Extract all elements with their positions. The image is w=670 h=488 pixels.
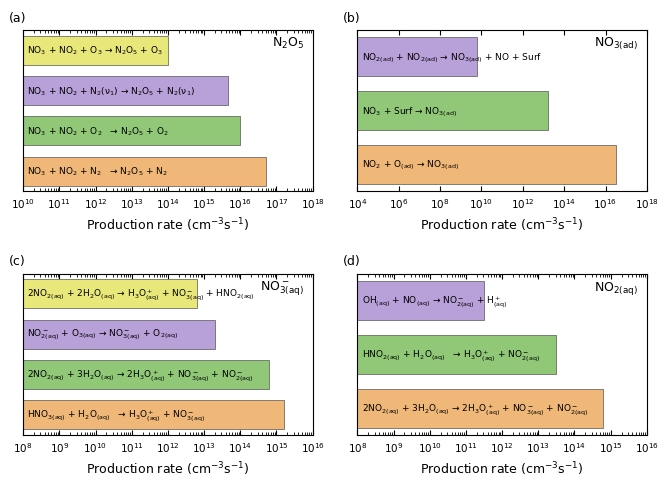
Bar (357, 335, 556, 374)
Text: (a): (a) (9, 12, 26, 24)
Bar (23, 77, 228, 106)
Text: N$_2$O$_5$: N$_2$O$_5$ (272, 36, 304, 51)
Bar (357, 92, 547, 131)
X-axis label: Production rate (cm$^{-3}$s$^{-1}$): Production rate (cm$^{-3}$s$^{-1}$) (86, 216, 249, 234)
Text: (b): (b) (343, 12, 360, 24)
Text: 2NO$_{2(aq)}$ + 2H$_2$O$_{(aq)}$ → H$_3$O$^+_{(aq)}$ + NO$^-_{3(aq)}$ + HNO$_{2(: 2NO$_{2(aq)}$ + 2H$_2$O$_{(aq)}$ → H$_3$… (27, 287, 255, 302)
Text: NO$^-_{3(aq)}$: NO$^-_{3(aq)}$ (260, 279, 304, 297)
Bar (23, 280, 197, 309)
Bar (23, 157, 265, 186)
X-axis label: Production rate (cm$^{-3}$s$^{-1}$): Production rate (cm$^{-3}$s$^{-1}$) (86, 459, 249, 477)
Text: OH$_{(aq)}$ + NO$_{(aq)}$ → NO$^-_{2(aq)}$ + H$^+_{(aq)}$: OH$_{(aq)}$ + NO$_{(aq)}$ → NO$^-_{2(aq)… (362, 294, 507, 308)
Text: NO$^-_{2(aq)}$ + O$_{3(aq)}$ → NO$^-_{3(aq)}$ + O$_{2(aq)}$: NO$^-_{2(aq)}$ + O$_{3(aq)}$ → NO$^-_{3(… (27, 327, 179, 342)
Bar (357, 282, 484, 320)
Text: NO$_2$ + O$_{(ad)}$ → NO$_{3(ad)}$: NO$_2$ + O$_{(ad)}$ → NO$_{3(ad)}$ (362, 158, 459, 172)
Text: NO$_3$ + NO$_2$ + N$_2$($\nu_1$) → N$_2$O$_5$ + N$_2$($\nu_1$): NO$_3$ + NO$_2$ + N$_2$($\nu_1$) → N$_2$… (27, 85, 196, 98)
Bar (23, 117, 241, 146)
Text: NO$_3$ + Surf → NO$_{3(ad)}$: NO$_3$ + Surf → NO$_{3(ad)}$ (362, 104, 457, 118)
X-axis label: Production rate (cm$^{-3}$s$^{-1}$): Production rate (cm$^{-3}$s$^{-1}$) (421, 216, 584, 234)
Bar (23, 37, 168, 65)
Text: (d): (d) (343, 255, 360, 268)
Bar (357, 146, 616, 184)
Bar (357, 39, 477, 77)
Text: NO$_3$ + NO$_2$ + O$_2$   → N$_2$O$_5$ + O$_2$: NO$_3$ + NO$_2$ + O$_2$ → N$_2$O$_5$ + O… (27, 125, 169, 138)
Bar (23, 320, 215, 349)
Text: 2NO$_{2(aq)}$ + 3H$_2$O$_{(aq)}$ → 2H$_3$O$^+_{(aq)}$ + NO$^-_{3(aq)}$ + NO$^-_{: 2NO$_{2(aq)}$ + 3H$_2$O$_{(aq)}$ → 2H$_3… (27, 367, 254, 382)
Bar (23, 360, 269, 389)
Text: NO$_{2(aq)}$: NO$_{2(aq)}$ (594, 279, 639, 296)
Text: NO$_{3(ad)}$: NO$_{3(ad)}$ (594, 36, 639, 52)
Text: 2NO$_{2(aq)}$ + 3H$_2$O$_{(aq)}$ → 2H$_3$O$^+_{(aq)}$ + NO$^-_{3(aq)}$ + NO$^-_{: 2NO$_{2(aq)}$ + 3H$_2$O$_{(aq)}$ → 2H$_3… (362, 401, 588, 416)
Text: NO$_3$ + NO$_2$ + O$_3$ → N$_2$O$_5$ + O$_3$: NO$_3$ + NO$_2$ + O$_3$ → N$_2$O$_5$ + O… (27, 45, 163, 57)
Bar (23, 401, 283, 429)
Text: NO$_3$ + NO$_2$ + N$_2$   → N$_2$O$_5$ + N$_2$: NO$_3$ + NO$_2$ + N$_2$ → N$_2$O$_5$ + N… (27, 165, 168, 178)
X-axis label: Production rate (cm$^{-3}$s$^{-1}$): Production rate (cm$^{-3}$s$^{-1}$) (421, 459, 584, 477)
Text: HNO$_{3(aq)}$ + H$_2$O$_{(aq)}$   → H$_3$O$^+_{(aq)}$ + NO$^-_{3(aq)}$: HNO$_{3(aq)}$ + H$_2$O$_{(aq)}$ → H$_3$O… (27, 407, 206, 423)
Text: NO$_{2(ad)}$ + NO$_{2(ad)}$ → NO$_{3(ad)}$ + NO + Surf: NO$_{2(ad)}$ + NO$_{2(ad)}$ → NO$_{3(ad)… (362, 51, 542, 64)
Bar (357, 389, 604, 427)
Text: (c): (c) (9, 255, 25, 268)
Text: HNO$_{2(aq)}$ + H$_2$O$_{(aq)}$   → H$_3$O$^+_{(aq)}$ + NO$^-_{2(aq)}$: HNO$_{2(aq)}$ + H$_2$O$_{(aq)}$ → H$_3$O… (362, 347, 540, 362)
